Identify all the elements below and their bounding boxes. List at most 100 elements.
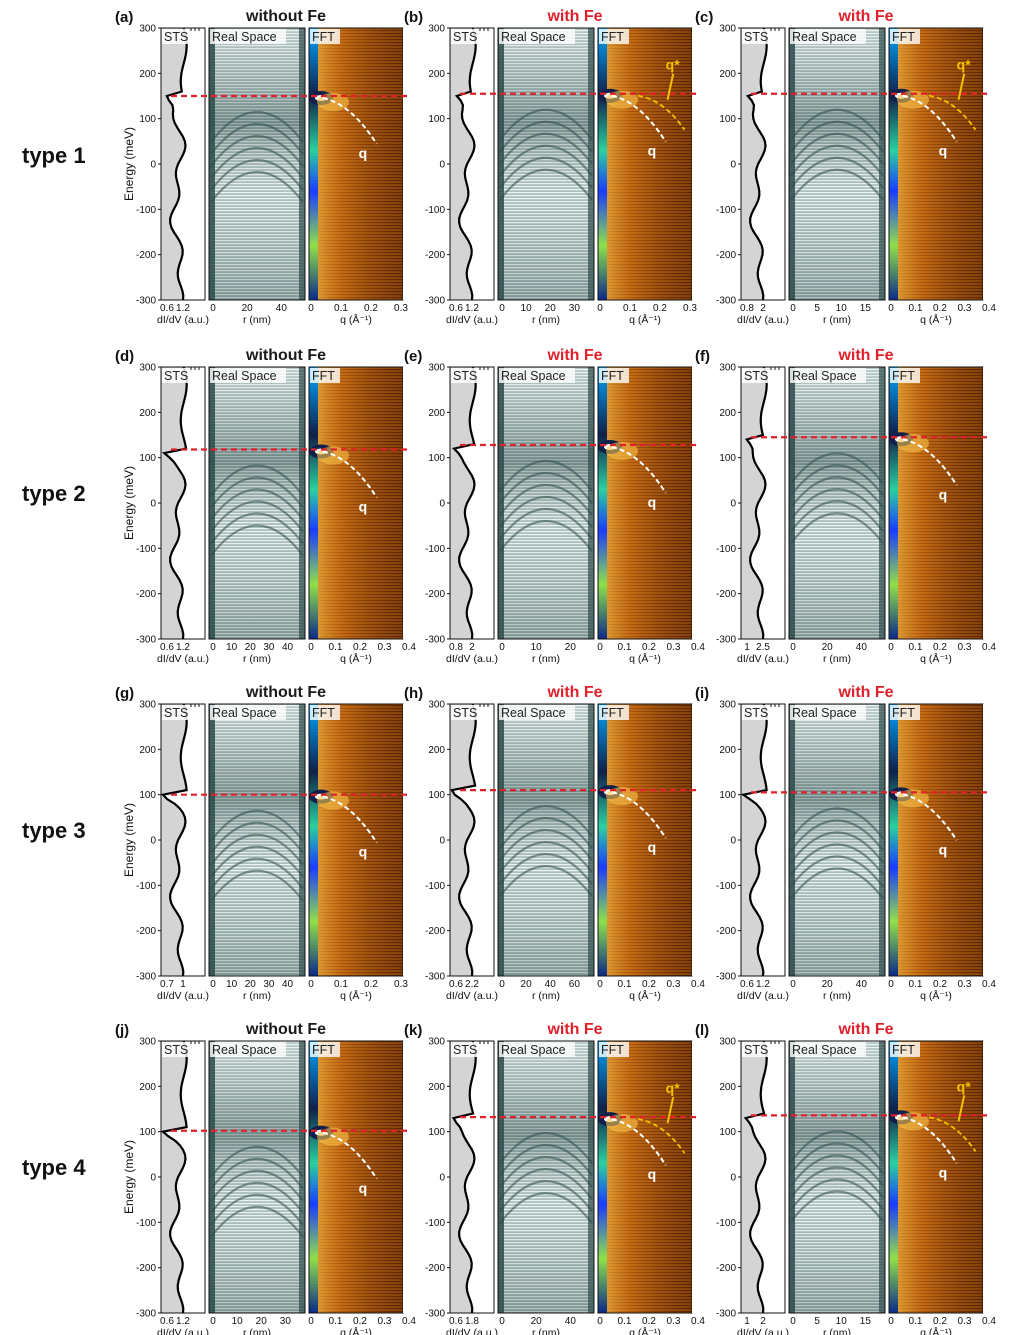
energy-tick-label: 200	[428, 745, 445, 756]
fft-tick-label: 0.1	[909, 1316, 923, 1327]
real-space-arc	[499, 132, 593, 165]
sts-tick-label: 0.7	[160, 979, 174, 990]
energy-tick-label: 0	[150, 499, 156, 510]
rs-tick-label: 0	[210, 1316, 216, 1327]
fft-tick-label: 0.3	[378, 642, 392, 653]
rs-tick-label: 5	[814, 303, 820, 314]
energy-tick-label: -300	[136, 296, 156, 307]
energy-tick-label: -200	[136, 926, 156, 937]
fft-low-q-band	[598, 367, 607, 639]
row-type-4: type 4 Energy (meV)(j) without Fe300200100…	[22, 1021, 996, 1335]
energy-tick-label: 300	[428, 363, 445, 374]
real-space-tag: Real Space	[792, 30, 857, 44]
real-space-arc	[790, 819, 884, 852]
real-space-tag-bg	[210, 705, 286, 720]
real-space-edge	[588, 1041, 594, 1313]
real-space-arc	[210, 1157, 304, 1190]
fft-tick-label: 0.1	[909, 303, 923, 314]
panel-condition: with Fe	[837, 1021, 893, 1038]
fft-right-margin	[692, 28, 702, 300]
rs-tick-label: 40	[545, 979, 557, 990]
fft-axis-label: q (Å⁻¹)	[629, 1326, 661, 1335]
fft-right-margin	[403, 704, 413, 976]
sts-fill	[161, 28, 187, 300]
fft-right-margin	[983, 1041, 993, 1313]
energy-tick-label: -200	[425, 926, 445, 937]
panel-letter: (h)	[404, 685, 423, 702]
real-space-frame	[788, 1040, 886, 1314]
real-space-arc	[499, 1132, 593, 1164]
q-dispersion-curve	[322, 1131, 378, 1180]
real-space-arc	[499, 841, 593, 873]
rs-tick-label: 0	[499, 1316, 505, 1327]
fft-tick-label: 0	[597, 979, 603, 990]
rs-axis-label: r (nm)	[823, 653, 851, 665]
real-space-tag-bg	[499, 368, 575, 383]
energy-tick-label: -100	[716, 544, 736, 555]
real-space-arc	[790, 807, 884, 840]
real-space-frame	[497, 27, 595, 301]
fft-tag-bg	[310, 705, 340, 720]
energy-tick-label: 0	[150, 1173, 156, 1184]
real-space-arc	[790, 156, 884, 189]
energy-tick-label: -200	[716, 1263, 736, 1274]
rs-tick-label: 0	[499, 642, 505, 653]
energy-tick-label: 0	[150, 160, 156, 171]
sts-curve	[165, 27, 188, 301]
sts-axis-label: dI/dV (a.u.)	[737, 1327, 789, 1335]
fft-tick-label: 0.3	[683, 303, 697, 314]
q-dispersion-curve	[902, 1116, 958, 1164]
energy-tick-label: 300	[428, 1037, 445, 1048]
energy-tick-label: 100	[719, 114, 736, 125]
real-space-edge	[498, 704, 504, 976]
row-type-1: type 1 Energy (meV)(a) without Fe300200100…	[22, 8, 996, 326]
fft-tick-label: 0.4	[402, 642, 416, 653]
rs-tick-label: 0	[790, 642, 796, 653]
sts-tick-label: 1.2	[176, 303, 190, 314]
real-space-arc	[499, 1180, 593, 1212]
energy-tick-label: 0	[439, 499, 445, 510]
real-space-shade	[498, 28, 594, 300]
fft-tick-label: 0.1	[334, 979, 348, 990]
sts-tag-bg	[742, 29, 770, 44]
real-space-tag: Real Space	[212, 30, 277, 44]
real-space-edge	[879, 704, 885, 976]
fft-glow	[309, 28, 403, 300]
real-space-arc	[790, 843, 884, 876]
q-dispersion-curve	[322, 795, 378, 844]
real-space-arc	[790, 1190, 884, 1223]
fft-tick-label: 0.2	[933, 979, 947, 990]
panel-condition: without Fe	[245, 684, 326, 701]
energy-tick-label: 200	[719, 69, 736, 80]
fft-tick-label: 0.3	[378, 1316, 392, 1327]
rs-tick-label: 15	[860, 303, 872, 314]
energy-axis-label: Energy (meV)	[122, 466, 136, 540]
fft-low-q-band	[889, 1041, 898, 1313]
energy-tick-label: 100	[428, 1127, 445, 1138]
real-space-shade	[789, 28, 885, 300]
sts-tick-label: 1	[180, 979, 186, 990]
sts-tick-label: 0.8	[449, 642, 463, 653]
fft-tick-label: 0.4	[982, 979, 996, 990]
energy-tick-label: 0	[439, 836, 445, 847]
fft-tag-bg	[599, 1042, 629, 1057]
rs-tick-label: 0	[499, 979, 505, 990]
real-space-edge	[879, 28, 885, 300]
real-space-arc	[499, 507, 593, 540]
rs-tick-label: 10	[232, 1316, 244, 1327]
rs-tick-label: 60	[569, 979, 581, 990]
sts-tick-label: 1	[744, 1316, 750, 1327]
panel-letter: (l)	[695, 1022, 709, 1039]
fft-tag: FFT	[601, 369, 624, 383]
rs-tick-label: 0	[790, 1316, 796, 1327]
real-space-arc	[790, 476, 884, 508]
fft-axis-label: q (Å⁻¹)	[340, 989, 372, 1002]
row-type-3: type 3 Energy (meV)(g) without Fe300200100…	[22, 684, 996, 1002]
energy-tick-label: -200	[425, 1263, 445, 1274]
real-space-frame	[497, 1040, 595, 1314]
rs-tick-label: 5	[814, 1316, 820, 1327]
